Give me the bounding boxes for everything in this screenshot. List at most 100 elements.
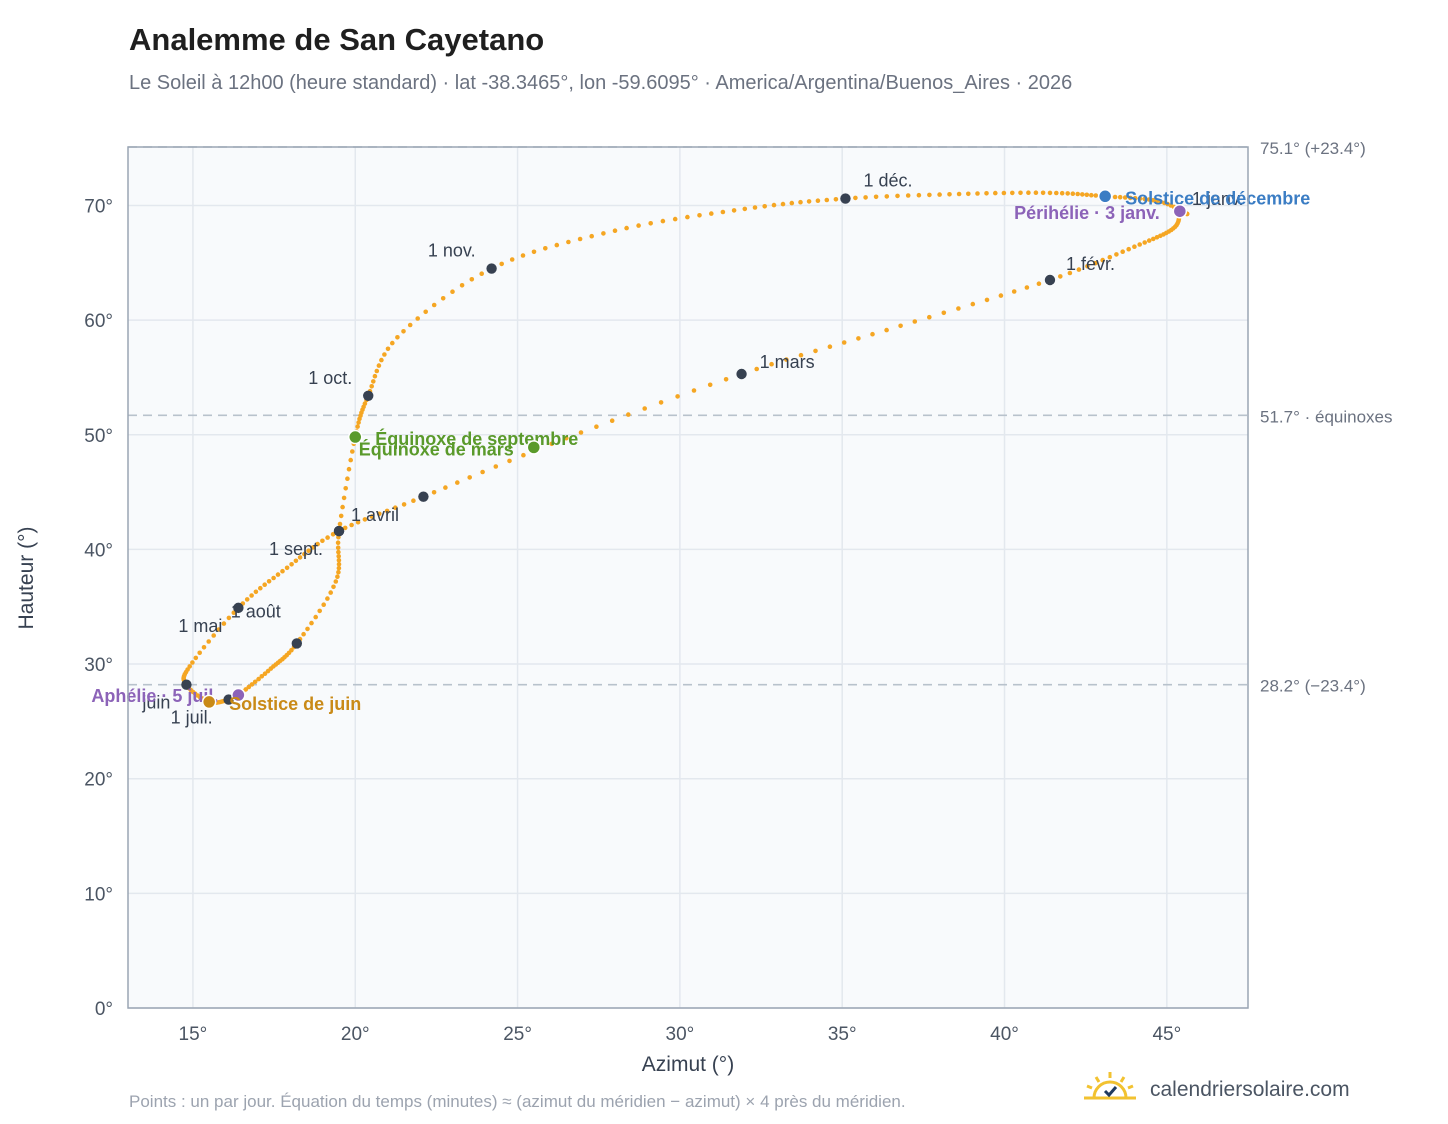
daily-point: [450, 289, 455, 295]
daily-point: [271, 575, 276, 581]
daily-point: [379, 357, 384, 363]
month-marker: [840, 193, 851, 204]
y-tick-label: 10°: [84, 884, 113, 905]
daily-point: [479, 271, 485, 277]
daily-point: [813, 348, 818, 354]
daily-point: [947, 192, 952, 197]
daily-point: [337, 521, 343, 527]
daily-point: [346, 466, 352, 472]
reference-line-label: 75.1° (+23.4°): [1260, 139, 1366, 158]
month-label: 1 janv.: [1192, 189, 1244, 209]
x-axis-label: Azimut (°): [642, 1053, 734, 1076]
daily-point: [407, 322, 413, 328]
y-axis-label: Hauteur (°): [15, 527, 38, 630]
daily-point: [672, 216, 678, 222]
daily-point: [685, 214, 690, 220]
daily-point: [771, 202, 777, 208]
daily-point: [827, 344, 833, 350]
daily-point: [369, 384, 375, 389]
daily-point: [1132, 195, 1138, 201]
daily-point: [258, 585, 263, 591]
month-label: 1 juil.: [171, 708, 213, 728]
daily-point: [1112, 194, 1118, 200]
x-tick-label: 20°: [341, 1024, 370, 1045]
daily-point: [1065, 191, 1070, 196]
daily-point: [1100, 257, 1105, 263]
daily-point: [697, 213, 702, 218]
month-label: 1 févr.: [1066, 254, 1115, 274]
x-tick-label: 15°: [179, 1024, 208, 1045]
daily-point: [898, 323, 903, 329]
event-marker: [526, 440, 542, 455]
daily-point: [1024, 285, 1030, 290]
y-tick-label: 30°: [84, 655, 113, 676]
daily-point: [315, 541, 320, 547]
daily-point: [325, 596, 330, 601]
daily-point: [343, 486, 349, 491]
daily-point: [385, 346, 391, 352]
daily-point: [411, 498, 416, 504]
daily-point: [310, 545, 316, 550]
daily-point: [289, 647, 294, 653]
month-marker: [233, 602, 244, 614]
daily-point: [302, 551, 307, 557]
x-tick-label: 25°: [503, 1024, 532, 1045]
daily-point: [806, 199, 812, 204]
daily-point: [395, 335, 400, 340]
daily-point: [912, 319, 918, 324]
daily-point: [1132, 244, 1137, 249]
daily-point: [440, 296, 446, 301]
daily-point: [331, 584, 336, 590]
daily-point: [401, 329, 406, 334]
daily-point: [193, 655, 199, 661]
daily-point: [469, 277, 475, 282]
daily-point: [335, 545, 341, 550]
daily-point: [349, 522, 354, 528]
daily-point: [305, 626, 310, 632]
daily-point: [340, 504, 345, 510]
month-label: 1 oct.: [308, 368, 352, 388]
daily-point: [993, 190, 998, 196]
daily-point: [313, 614, 319, 620]
daily-point: [275, 572, 281, 577]
daily-point: [1059, 190, 1065, 196]
daily-point: [927, 192, 932, 198]
daily-point: [467, 475, 473, 480]
daily-point: [306, 548, 311, 553]
daily-point: [266, 579, 272, 584]
daily-point: [707, 382, 713, 388]
daily-point: [780, 201, 786, 207]
daily-point: [259, 674, 265, 679]
daily-point: [325, 535, 330, 540]
daily-point: [201, 645, 207, 650]
daily-point: [1036, 281, 1042, 287]
daily-point: [211, 633, 216, 638]
event-marker: [231, 687, 246, 703]
daily-point: [798, 352, 804, 358]
daily-point: [984, 191, 989, 196]
daily-point: [1070, 191, 1076, 196]
daily-point: [1080, 192, 1085, 197]
daily-point: [853, 195, 858, 201]
daily-point: [941, 310, 947, 316]
month-label: 1 août: [231, 601, 281, 621]
daily-point: [262, 582, 268, 587]
daily-point: [601, 231, 606, 236]
daily-point: [280, 568, 285, 574]
daily-point: [336, 549, 341, 555]
daily-point: [1142, 196, 1147, 202]
brand[interactable]: calendriersolaire.com: [1082, 1070, 1350, 1109]
daily-point: [345, 476, 350, 482]
daily-point: [554, 242, 560, 248]
daily-point: [341, 495, 347, 501]
daily-point: [549, 441, 555, 447]
daily-point: [328, 590, 334, 595]
daily-point: [1126, 246, 1131, 252]
daily-point: [335, 574, 340, 579]
daily-point: [927, 314, 932, 320]
daily-point: [769, 361, 774, 367]
daily-point: [289, 562, 294, 567]
daily-point: [1026, 190, 1031, 195]
month-label: 1 nov.: [428, 241, 476, 261]
